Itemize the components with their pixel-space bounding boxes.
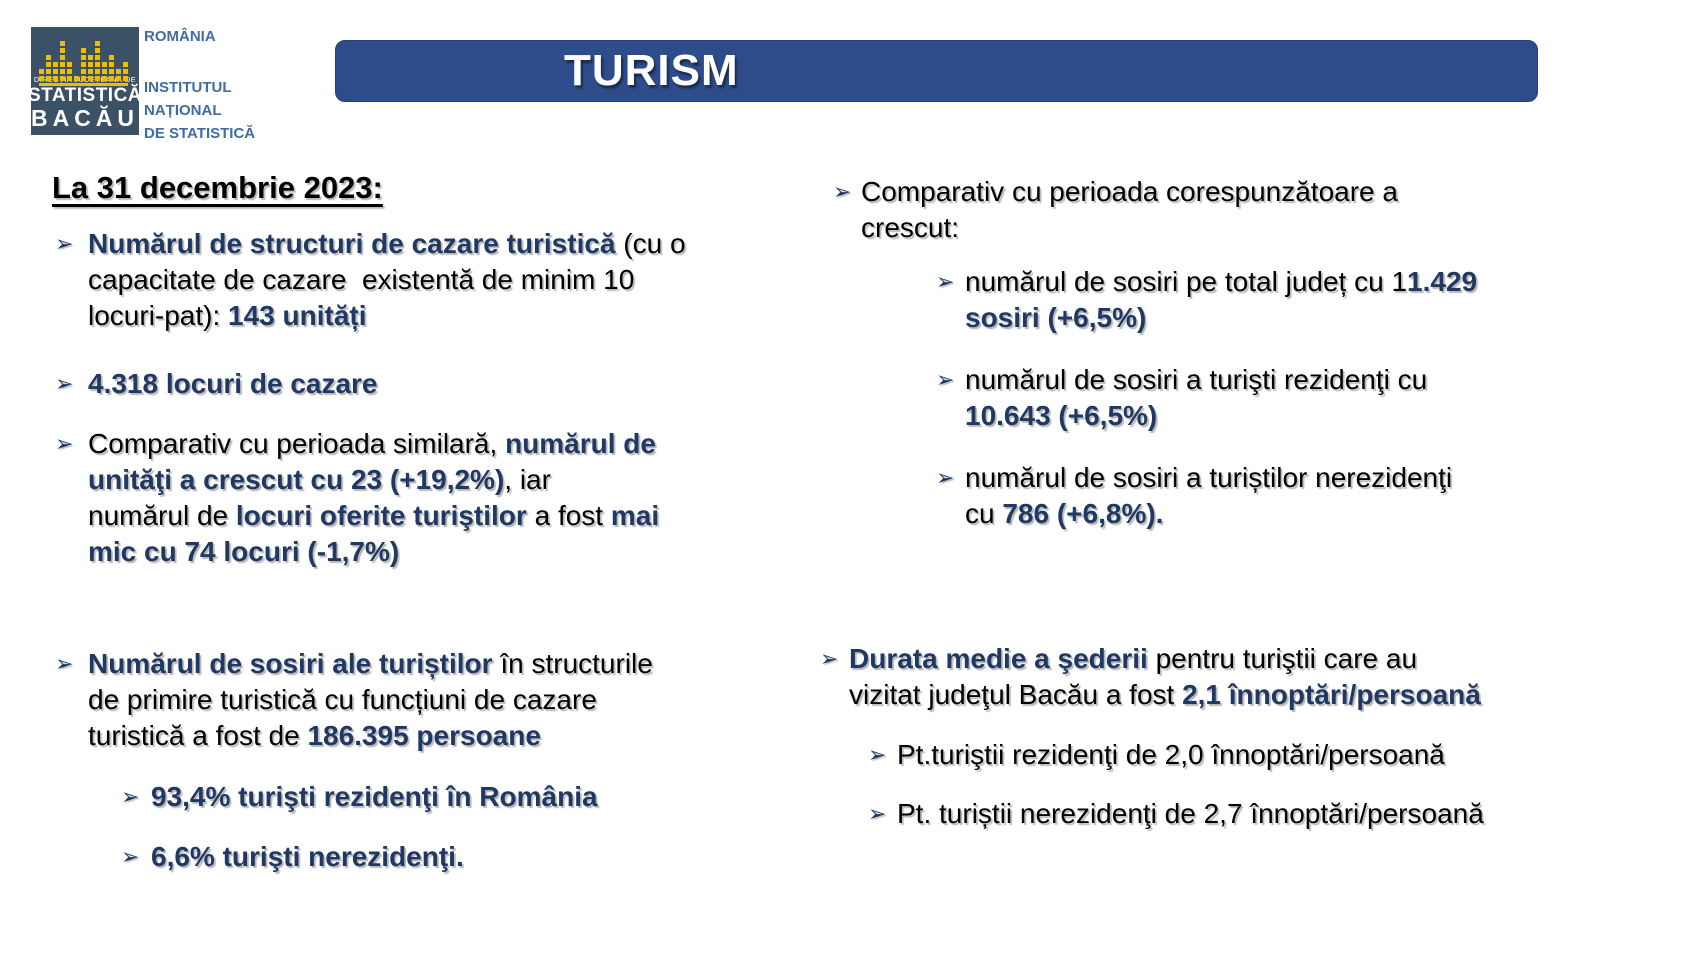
bullet-arrivals-residents: ➢ numărul de sosiri a turişti rezidenţi … xyxy=(936,362,1685,434)
bullet-nonresident-tourists-share: ➢ 6,6% turişti nerezidenţi. xyxy=(121,839,811,875)
arrow-bullet-icon: ➢ xyxy=(55,651,74,676)
arrow-bullet-icon: ➢ xyxy=(55,431,74,456)
bullet-text: Comparativ cu perioada corespunzătoare a… xyxy=(861,176,1398,243)
bullet-text: 6,6% turişti nerezidenţi. xyxy=(151,841,464,872)
date-heading: La 31 decembrie 2023: xyxy=(52,170,383,205)
logo-statistica-label: STATISTICĂ xyxy=(27,85,143,106)
arrow-bullet-icon: ➢ xyxy=(936,367,955,392)
arrow-bullet-icon: ➢ xyxy=(936,465,955,490)
logo-institute-line-3: DE STATISTICĂ xyxy=(144,125,256,142)
arrow-bullet-icon: ➢ xyxy=(820,646,839,671)
arrow-bullet-icon: ➢ xyxy=(121,844,140,869)
title-bar: TURISM xyxy=(335,40,1538,102)
logo-institute-line-2: NAȚIONAL xyxy=(144,102,222,119)
arrow-bullet-icon: ➢ xyxy=(833,179,852,204)
statistics-institute-logo: DIRECȚIA JUDEȚEANĂ DE STATISTICĂ BACĂU xyxy=(27,27,143,135)
bullet-stay-residents: ➢ Pt.turiştii rezidenţi de 2,0 înnoptări… xyxy=(868,737,1657,773)
arrow-bullet-icon: ➢ xyxy=(121,784,140,809)
logo-bacau-label: BACĂU xyxy=(30,105,140,131)
bullet-comparative-increase: ➢ Comparativ cu perioada corespunzătoare… xyxy=(833,174,1661,246)
bullet-text: Durata medie a şederii pentru turiştii c… xyxy=(849,643,1481,710)
bullet-arrivals-total-county: ➢ numărul de sosiri pe total județ cu 11… xyxy=(936,264,1685,336)
bullet-text: numărul de sosiri pe total județ cu 11.4… xyxy=(965,266,1478,333)
bullet-text: 93,4% turişti rezidenţi în România xyxy=(151,781,598,812)
logo-institute-line-1: INSTITUTUL xyxy=(144,79,232,96)
bullet-text: Comparativ cu perioada similară, numărul… xyxy=(88,428,660,567)
bullet-text: Pt. turiștii nerezidenţi de 2,7 înnoptăr… xyxy=(897,798,1484,829)
bullet-arrivals-nonresidents: ➢ numărul de sosiri a turiștilor nerezid… xyxy=(936,460,1685,532)
bullet-text: numărul de sosiri a turiștilor nereziden… xyxy=(965,462,1453,529)
bar-chart-skyline-icon xyxy=(39,41,128,86)
bullet-text: Pt.turiştii rezidenţi de 2,0 înnoptări/p… xyxy=(897,739,1445,770)
bullet-resident-tourists-share: ➢ 93,4% turişti rezidenţi în România xyxy=(121,779,811,815)
bullet-stay-nonresidents: ➢ Pt. turiștii nerezidenţi de 2,7 înnopt… xyxy=(868,796,1657,832)
arrow-bullet-icon: ➢ xyxy=(55,231,74,256)
arrow-bullet-icon: ➢ xyxy=(936,269,955,294)
arrow-bullet-icon: ➢ xyxy=(868,801,887,826)
bullet-accommodation-places: ➢ 4.318 locuri de cazare xyxy=(55,366,818,402)
arrow-bullet-icon: ➢ xyxy=(55,371,74,396)
bullet-text: numărul de sosiri a turişti rezidenţi cu… xyxy=(965,364,1428,431)
bullet-text: Numărul de sosiri ale turiștilor în stru… xyxy=(88,648,653,751)
bullet-average-stay: ➢ Durata medie a şederii pentru turiştii… xyxy=(820,641,1649,713)
slide-title: TURISM xyxy=(564,46,739,95)
bullet-text: 4.318 locuri de cazare xyxy=(88,368,378,399)
bullet-text: Numărul de structuri de cazare turistică… xyxy=(88,228,686,331)
bullet-comparative-units: ➢ Comparativ cu perioada similară, număr… xyxy=(55,426,818,570)
bullet-accommodation-structures: ➢ Numărul de structuri de cazare turisti… xyxy=(55,226,818,334)
logo-country-label: ROMÂNIA xyxy=(144,28,216,45)
arrow-bullet-icon: ➢ xyxy=(868,742,887,767)
logo-institute-name: INSTITUTUL NAȚIONAL DE STATISTICĂ xyxy=(144,76,255,145)
bullet-tourist-arrivals: ➢ Numărul de sosiri ale turiștilor în st… xyxy=(55,646,818,754)
